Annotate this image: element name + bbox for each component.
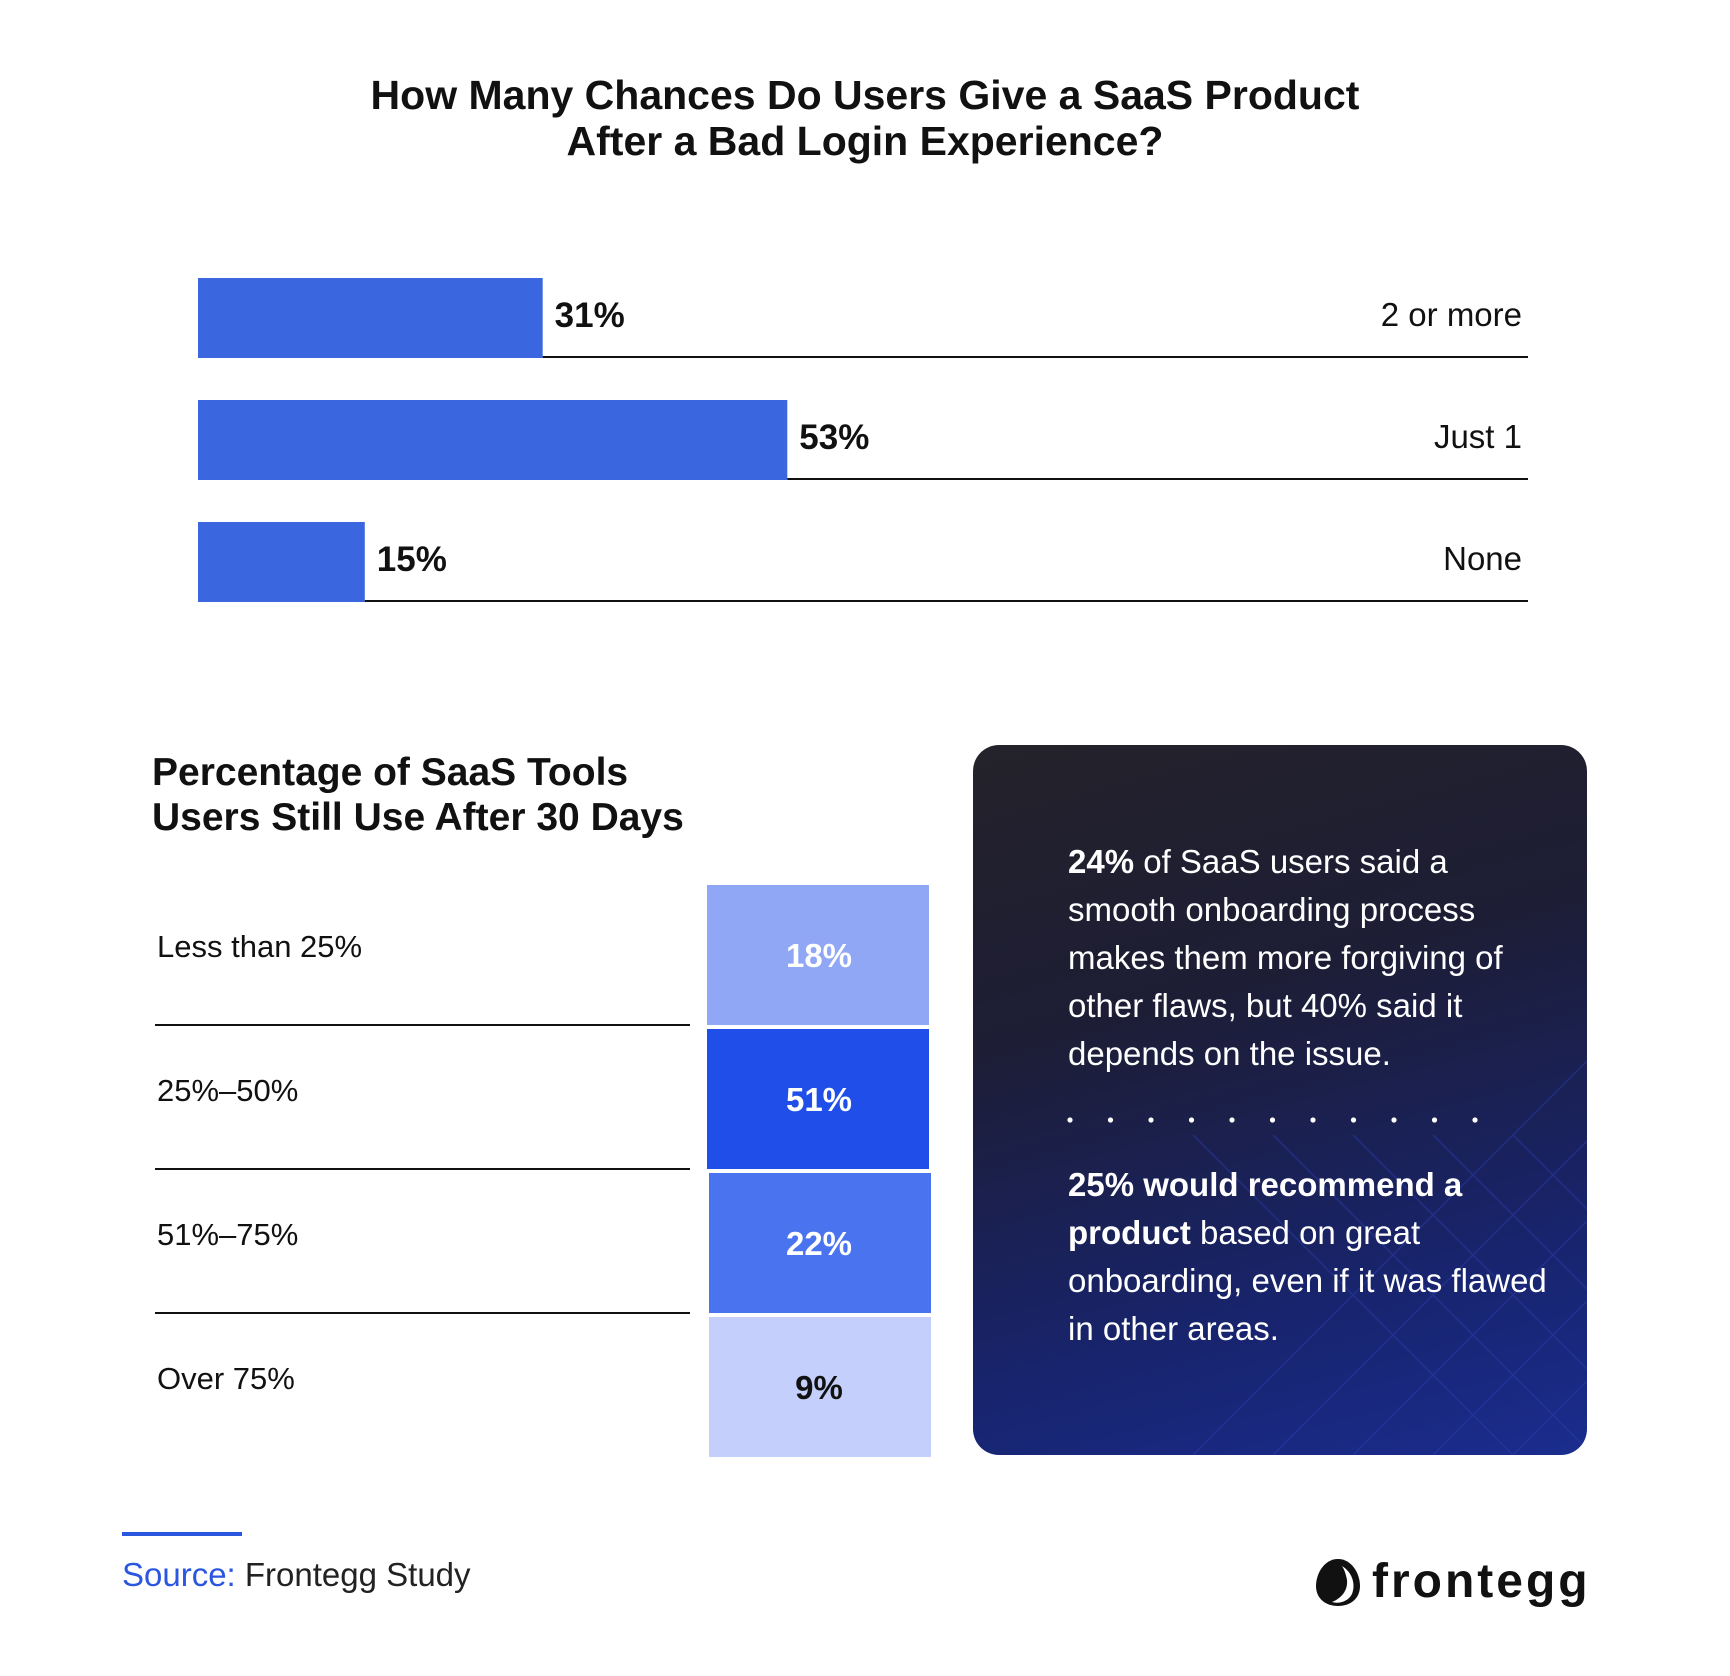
- callout-stat-1: 24% of SaaS users said a smooth onboardi…: [1068, 838, 1548, 1078]
- chart1-title: How Many Chances Do Users Give a SaaS Pr…: [0, 72, 1730, 164]
- retention-cell-4: [709, 1317, 931, 1457]
- divider-dot-5: [1229, 1117, 1235, 1123]
- stat1-highlight: 24%: [1068, 843, 1135, 880]
- divider-dot-1: [1067, 1117, 1073, 1123]
- divider-dot-6: [1269, 1117, 1276, 1123]
- bar-value-label-3: 15%: [377, 540, 447, 579]
- stat1-text: of SaaS users said a smooth onboarding p…: [1068, 843, 1503, 1072]
- divider-dot-4: [1188, 1117, 1195, 1123]
- stat2-highlight: 25% would recommend a product: [1068, 1166, 1463, 1251]
- chart1-bar-chart: 31% 2 or more 53% Just 1 15% None: [198, 278, 1528, 602]
- divider-dot-8: [1350, 1117, 1357, 1123]
- brand-logo[interactable]: frontegg: [1312, 1552, 1591, 1612]
- card-grid-pattern: [1192, 1060, 1587, 1455]
- chart1-title-line-2: After a Bad Login Experience?: [566, 118, 1164, 164]
- retention-cell-value-4: 9%: [795, 1369, 843, 1406]
- bar-category-label-3: None: [1443, 540, 1522, 577]
- callout-stat-2: 25% would recommend a product based on g…: [1068, 1161, 1548, 1353]
- retention-cell-2: [707, 1029, 929, 1169]
- divider-dot-10: [1431, 1117, 1438, 1123]
- chart2-title-line-1: Percentage of SaaS Tools: [152, 751, 629, 794]
- brand-name: frontegg: [1372, 1555, 1591, 1608]
- retention-cell-value-1: 18%: [786, 937, 852, 974]
- retention-cell-3: [709, 1173, 931, 1313]
- divider-dot-7: [1310, 1117, 1316, 1123]
- divider-dot-3: [1148, 1117, 1154, 1123]
- bar-3: [198, 522, 365, 602]
- retention-row-label-2: 25%–50%: [157, 1073, 298, 1108]
- dotted-divider: [1067, 1117, 1478, 1123]
- source-label: Source:: [122, 1556, 236, 1593]
- chart2-title: Percentage of SaaS Tools Users Still Use…: [152, 750, 712, 840]
- retention-cell-1: [707, 885, 929, 1025]
- retention-row-label-1: Less than 25%: [157, 929, 362, 964]
- divider-dot-2: [1107, 1117, 1114, 1123]
- divider-dot-11: [1472, 1117, 1478, 1123]
- egg-logo-icon: [1316, 1559, 1360, 1606]
- retention-cell-value-3: 22%: [786, 1225, 852, 1262]
- bar-1: [198, 278, 543, 358]
- source-accent-rule: [122, 1532, 242, 1536]
- chart2-title-line-2: Users Still Use After 30 Days: [152, 796, 684, 839]
- bar-category-label-2: Just 1: [1434, 418, 1522, 455]
- source-line: Source: Frontegg Study: [122, 1556, 471, 1594]
- chart1-title-line-1: How Many Chances Do Users Give a SaaS Pr…: [370, 72, 1360, 118]
- divider-dot-9: [1391, 1117, 1397, 1123]
- retention-row-label-4: Over 75%: [157, 1361, 295, 1396]
- bar-2: [198, 400, 788, 480]
- callout-card: [973, 745, 1587, 1455]
- bar-value-label-1: 31%: [555, 296, 625, 335]
- retention-row-label-3: 51%–75%: [157, 1217, 298, 1252]
- bar-category-label-1: 2 or more: [1381, 296, 1522, 333]
- source-text: Frontegg Study: [235, 1556, 471, 1593]
- retention-cell-value-2: 51%: [786, 1081, 852, 1118]
- bar-value-label-2: 53%: [799, 418, 869, 457]
- stat2-text: based on great onboarding, even if it wa…: [1068, 1214, 1547, 1347]
